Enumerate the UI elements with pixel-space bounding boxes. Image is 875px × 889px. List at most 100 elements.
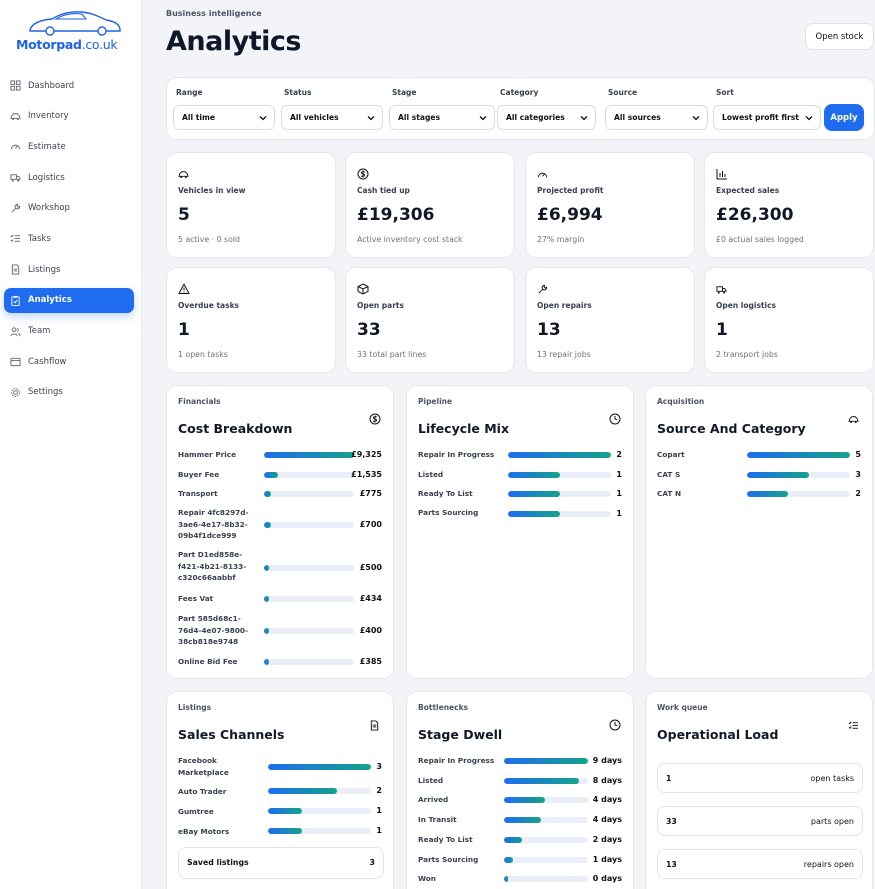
bar-fill — [268, 788, 337, 794]
sidebar-item-tasks[interactable]: Tasks — [4, 226, 134, 251]
panel-eyebrow: Acquisition — [657, 397, 705, 406]
filter-label-sort: Sort — [716, 88, 734, 97]
kpi-subtext: 13 repair jobs — [537, 350, 591, 359]
sidebar-item-inventory[interactable]: Inventory — [4, 104, 134, 129]
bar-label: Part 585d68c1-76d4-4e07-9800-38cb818e974… — [178, 614, 249, 646]
apply-button[interactable]: Apply — [824, 104, 864, 131]
bar-fill — [508, 472, 560, 478]
bar-label: Part D1ed858e-f421-4b21-8133-c320c66aabb… — [178, 550, 247, 582]
bar-fill — [264, 491, 272, 497]
filter-value: All sources — [614, 113, 661, 122]
panel-cost-breakdown: Financials Cost Breakdown Hammer Price £9,3… — [166, 385, 394, 679]
sidebar-item-logistics[interactable]: Logistics — [4, 165, 134, 190]
panel-eyebrow: Financials — [178, 397, 221, 406]
filter-value: Lowest profit first — [722, 113, 799, 122]
sidebar-item-listings[interactable]: Listings — [4, 257, 134, 282]
bar-label: Parts Sourcing — [418, 508, 479, 517]
wrench-icon — [10, 203, 21, 214]
bar-track — [508, 491, 611, 497]
bar-label: Auto Trader — [178, 787, 227, 796]
bar-value: £775 — [359, 489, 382, 498]
bar-value: 9 days — [592, 756, 622, 765]
sidebar-item-label: Analytics — [28, 295, 72, 306]
bar-fill — [264, 452, 354, 458]
bar-fill — [504, 837, 523, 843]
bar-label: Repair 4fc8297d-3ae6-4e17-8b32-09b4f1dce… — [178, 508, 249, 540]
filter-label-status: Status — [284, 88, 312, 97]
bar-label: CAT S — [657, 470, 681, 479]
kpi-subtext: £0 actual sales logged — [716, 235, 804, 244]
sidebar-item-label: Estimate — [28, 141, 66, 152]
sidebar-item-settings[interactable]: Settings — [4, 380, 134, 405]
bar-label: CAT N — [657, 489, 682, 498]
bar-track — [264, 522, 354, 528]
sidebar-item-cashflow[interactable]: Cashflow — [4, 349, 134, 374]
bar-fill — [504, 876, 509, 882]
bar-label: Repair In Progress — [418, 756, 495, 765]
panel-eyebrow: Work queue — [657, 703, 708, 712]
bar-value: 2 — [376, 786, 382, 795]
bar-fill — [504, 758, 588, 764]
bar-fill — [504, 797, 546, 803]
kpi-card-overdue-tasks: Overdue tasks 1 1 open tasks — [166, 267, 336, 373]
bar-value: £400 — [359, 626, 382, 635]
filter-label-range: Range — [176, 88, 203, 97]
bar-track — [264, 565, 354, 571]
bar-fill — [264, 628, 269, 634]
bar-label: Copart — [657, 450, 685, 459]
filter-label-source: Source — [608, 88, 638, 97]
filter-status-select[interactable]: All vehicles — [281, 105, 383, 130]
sidebar-item-dashboard[interactable]: Dashboard — [4, 73, 134, 98]
filter-stage-select[interactable]: All stages — [389, 105, 495, 130]
bar-value: 2 — [616, 450, 622, 459]
page-title: Analytics — [166, 26, 301, 57]
kpi-label: Overdue tasks — [178, 301, 240, 310]
bar-label: In Transit — [418, 815, 457, 824]
sidebar-item-label: Listings — [28, 264, 61, 275]
filter-source-select[interactable]: All sources — [605, 105, 708, 130]
bar-fill — [268, 764, 371, 770]
kpi-value: £6,994 — [537, 205, 603, 225]
bar-label: Gumtree — [178, 807, 214, 816]
kpi-subtext: Active inventory cost stack — [357, 235, 463, 244]
sidebar-item-analytics[interactable]: Analytics — [4, 287, 134, 313]
kpi-label: Open repairs — [537, 301, 592, 310]
saved-listings-label: Saved listings — [187, 858, 249, 867]
work-queue-item-repairs-open[interactable]: 13 repairs open — [657, 849, 863, 879]
sidebar-item-label: Inventory — [28, 111, 69, 122]
bar-fill — [268, 808, 302, 814]
dashboard-icon — [10, 80, 21, 91]
bar-value: 1 — [616, 489, 622, 498]
work-queue-item-parts-open[interactable]: 33 parts open — [657, 806, 863, 836]
main-content: Business intelligence Analytics Open sto… — [153, 0, 875, 889]
bar-track — [504, 758, 588, 764]
work-queue-item-open-tasks[interactable]: 1 open tasks — [657, 763, 863, 793]
bar-track — [268, 788, 371, 794]
bar-fill — [264, 565, 269, 571]
filter-category-select[interactable]: All categories — [497, 105, 596, 130]
brand-logo[interactable]: Motorpad.co.uk — [12, 8, 124, 54]
kpi-value: 1 — [716, 320, 728, 340]
open-stock-button[interactable]: Open stock — [805, 23, 874, 50]
sidebar-item-workshop[interactable]: Workshop — [4, 196, 134, 221]
bar-label: Listed — [418, 470, 444, 479]
kpi-value: 33 — [357, 320, 381, 340]
kpi-card-expected-sales: Expected sales £26,300 £0 actual sales log… — [704, 152, 874, 258]
bar-track — [508, 472, 611, 478]
sidebar-item-estimate[interactable]: Estimate — [4, 134, 134, 159]
bar-track — [504, 778, 588, 784]
bar-label: Fees Vat — [178, 594, 214, 603]
sidebar-item-team[interactable]: Team — [4, 319, 134, 344]
bar-fill — [508, 511, 560, 517]
bar-value: 1 days — [592, 855, 622, 864]
bar-track — [508, 511, 611, 517]
kpi-label: Open logistics — [716, 301, 776, 310]
bar-track — [268, 808, 371, 814]
filter-sort-select[interactable]: Lowest profit first — [713, 105, 821, 130]
sidebar-item-label: Cashflow — [28, 356, 67, 367]
bar-label: Arrived — [418, 795, 449, 804]
truck-icon — [10, 172, 21, 183]
bar-fill — [264, 596, 269, 602]
filter-label-stage: Stage — [392, 88, 417, 97]
filter-range-select[interactable]: All time — [173, 105, 275, 130]
